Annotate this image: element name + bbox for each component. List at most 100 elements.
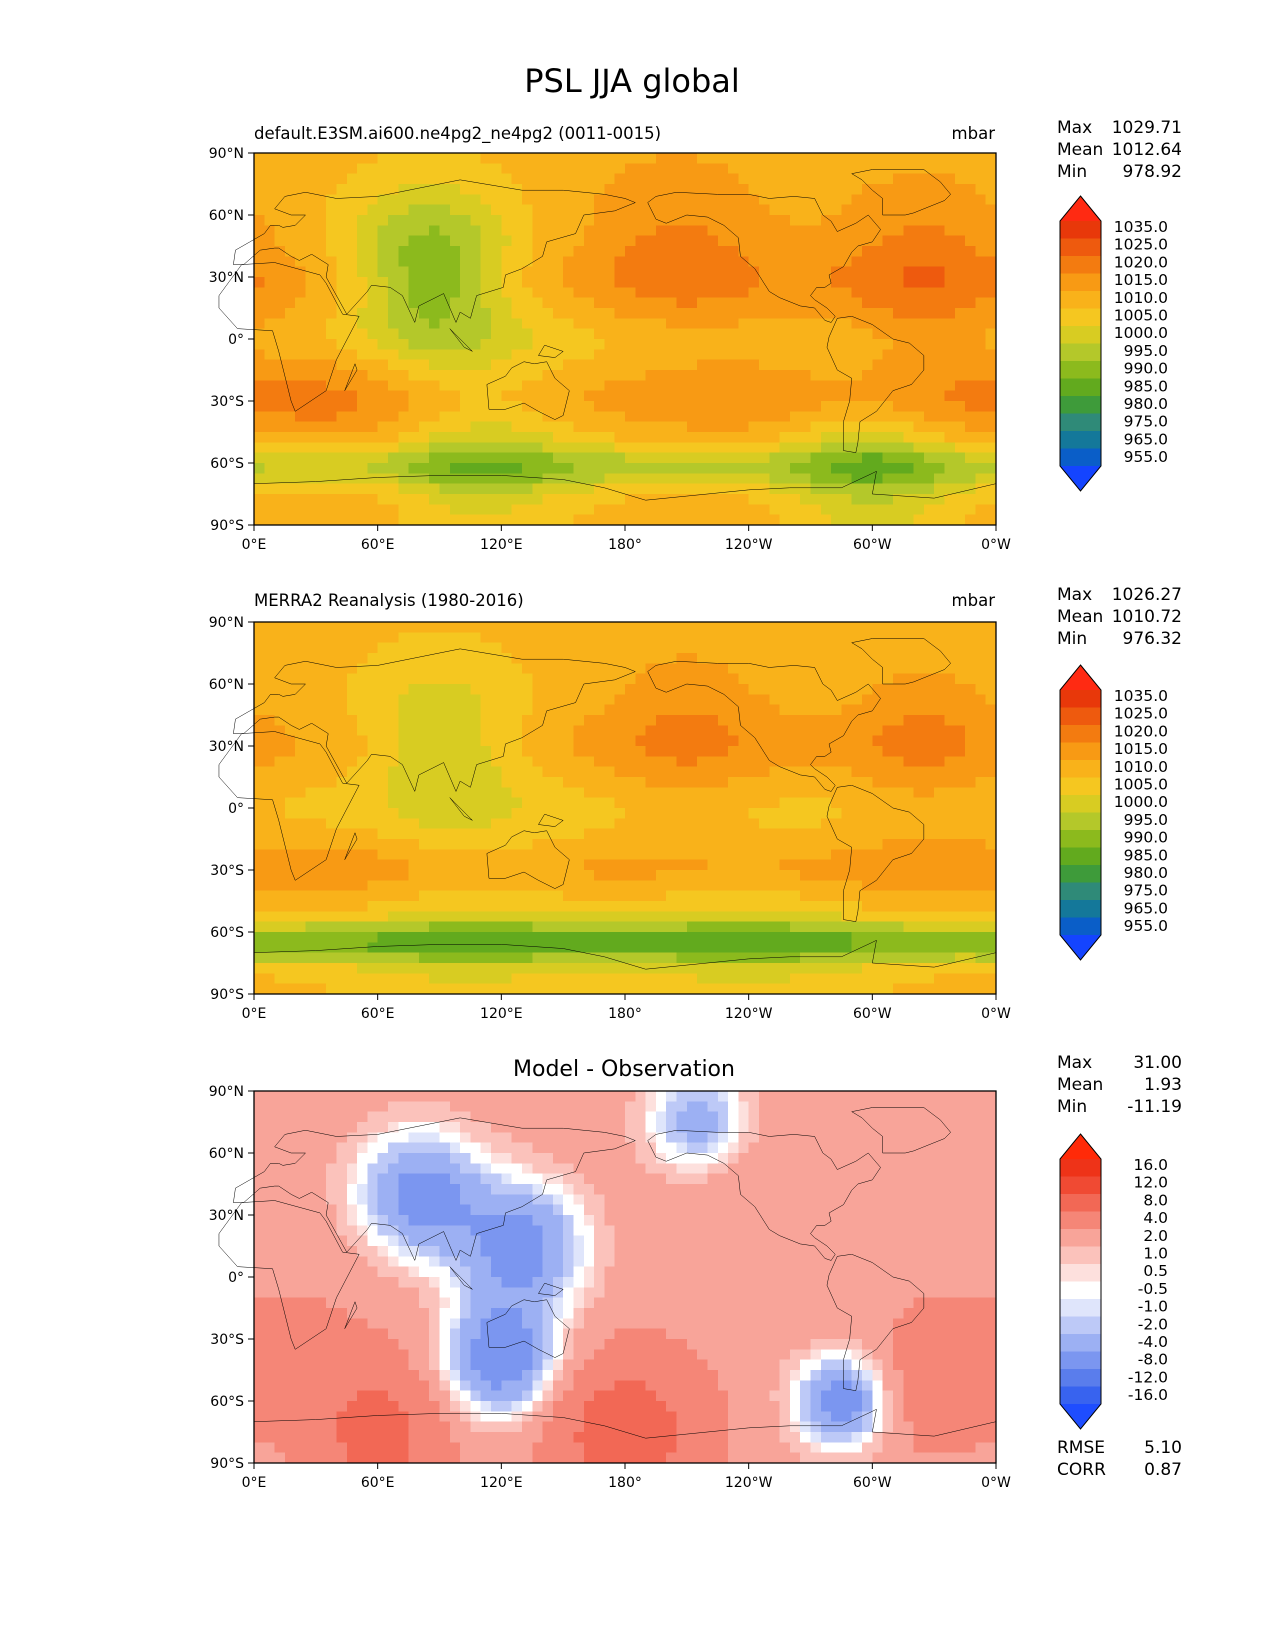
field-cell <box>625 673 636 685</box>
field-cell <box>439 504 451 516</box>
field-cell <box>274 735 286 747</box>
field-cell <box>954 421 966 433</box>
field-cell <box>480 766 492 778</box>
field-cell <box>387 622 399 633</box>
field-cell <box>521 828 533 840</box>
field-cell <box>501 163 513 175</box>
field-cell <box>851 870 863 881</box>
field-cell <box>336 308 348 319</box>
field-cell <box>449 839 461 850</box>
field-cell <box>573 684 585 695</box>
field-cell <box>563 370 575 381</box>
field-cell <box>264 859 276 871</box>
field-cell <box>923 849 935 861</box>
field-cell <box>810 494 822 505</box>
field-cell <box>573 483 585 495</box>
field-cell <box>965 880 976 892</box>
field-cell <box>408 287 420 299</box>
field-cell <box>903 828 915 840</box>
field-cell <box>604 684 616 695</box>
field-cell <box>738 704 750 716</box>
field-cell <box>923 911 935 923</box>
field-cell <box>367 942 379 954</box>
field-cell <box>542 622 554 633</box>
field-cell <box>810 163 822 175</box>
field-cell <box>625 921 636 933</box>
field-cell <box>769 504 781 516</box>
field-cell <box>985 859 997 871</box>
field-cell <box>563 808 575 819</box>
field-cell <box>779 932 791 943</box>
field-cell <box>284 163 296 175</box>
field-cell <box>449 756 461 768</box>
field-cell <box>583 735 595 747</box>
field-cell <box>975 663 987 675</box>
field-cell <box>758 859 770 871</box>
field-cell <box>779 308 791 319</box>
field-cell <box>882 797 894 809</box>
field-cell <box>820 328 832 340</box>
field-cell <box>532 308 544 319</box>
field-cell <box>336 673 348 685</box>
field-cell <box>707 514 719 526</box>
field-cell <box>666 849 678 861</box>
field-cell <box>728 328 739 340</box>
field-cell <box>923 287 935 299</box>
field-cell <box>357 901 368 912</box>
field-cell <box>789 277 801 288</box>
field-cell <box>460 235 472 247</box>
field-cell <box>439 694 451 706</box>
field-cell <box>470 308 482 319</box>
field-cell <box>800 153 812 164</box>
field-cell <box>552 849 564 861</box>
field-cell <box>532 839 544 850</box>
field-cell <box>480 432 492 443</box>
field-cell <box>377 694 389 706</box>
field-cell <box>686 184 698 195</box>
field-cell <box>387 215 399 226</box>
field-cell <box>346 932 358 943</box>
field-cell <box>841 339 853 350</box>
field-cell <box>686 287 698 299</box>
field-cell <box>707 204 719 216</box>
lat-tick-label: 60°N <box>209 208 244 224</box>
field-cell <box>892 725 904 737</box>
field-cell <box>501 777 513 788</box>
field-cell <box>264 787 276 799</box>
field-cell <box>326 704 338 716</box>
field-cell <box>965 339 976 350</box>
field-cell <box>336 704 348 716</box>
field-cell <box>563 328 575 340</box>
field-cell <box>769 359 781 371</box>
field-cell <box>552 766 564 778</box>
field-cell <box>913 725 925 737</box>
field-cell <box>470 184 482 195</box>
field-cell <box>491 442 502 454</box>
field-cell <box>800 163 812 175</box>
field-cell <box>789 622 801 633</box>
field-cell <box>583 359 595 371</box>
field-cell <box>934 859 946 871</box>
field-cell <box>831 494 843 505</box>
field-cell <box>470 514 482 526</box>
field-cell <box>789 452 801 464</box>
field-cell <box>676 204 688 216</box>
field-cell <box>820 684 832 695</box>
field-cell <box>429 818 441 830</box>
field-cell <box>769 653 781 664</box>
field-cell <box>635 442 647 454</box>
field-cell <box>913 411 925 423</box>
field-cell <box>583 642 595 654</box>
field-cell <box>892 766 904 778</box>
field-cell <box>872 932 884 943</box>
field-cell <box>377 235 389 247</box>
field-cell <box>892 256 904 268</box>
field-cell <box>284 653 296 664</box>
field-cell <box>779 880 791 892</box>
field-cell <box>954 911 966 923</box>
field-cell <box>728 339 739 350</box>
field-cell <box>779 421 791 433</box>
field-cell <box>666 246 678 257</box>
field-cell <box>449 359 461 371</box>
field-cell <box>418 421 430 433</box>
